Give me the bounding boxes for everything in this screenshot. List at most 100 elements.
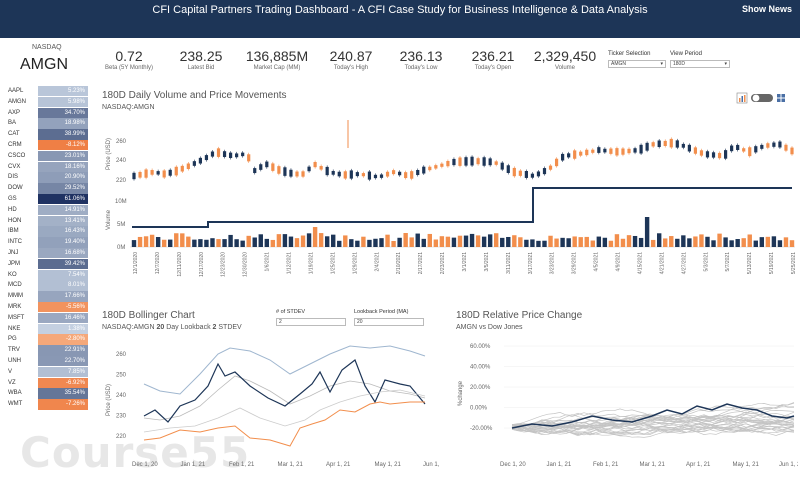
volume-bar — [572, 236, 577, 247]
volume-bar — [324, 236, 330, 247]
ticker-row[interactable]: MRK -5.56% — [4, 301, 89, 313]
candle-body — [156, 171, 160, 175]
date-label: 1/29/2021 — [352, 252, 358, 274]
ticker-row[interactable]: MSFT 16.46% — [4, 312, 89, 324]
date-label: 12/1/2020 — [133, 252, 139, 274]
date-label: 12/17/2020 — [199, 252, 205, 277]
view-period-dropdown[interactable]: 180D ▾ — [670, 60, 730, 68]
date-label: 4/27/2021 — [681, 252, 687, 274]
candle-body — [452, 158, 456, 166]
volume-bar — [349, 239, 354, 247]
candle-body — [573, 150, 577, 159]
ticker-pct-label: -8.12% — [65, 141, 85, 148]
ticker-row[interactable]: DIS 20.90% — [4, 172, 89, 183]
ticker-row[interactable]: JPM 39.42% — [4, 258, 89, 270]
ticker-row[interactable]: GS 61.06% — [4, 193, 89, 205]
candle-body — [241, 152, 245, 157]
grid-view-icon[interactable] — [777, 94, 785, 102]
date-label: 12/23/2020 — [221, 252, 227, 277]
toggle-switch-icon[interactable] — [751, 94, 773, 102]
candle-body — [512, 167, 516, 177]
relative-change-chart[interactable]: %change 60.00% 40.00% 20.00% 0.00% -20.00% D… — [452, 336, 798, 496]
volume-bar — [723, 237, 728, 247]
relative-x-tick: Feb 1, 21 — [593, 462, 619, 468]
ticker-row[interactable]: KO 7.54% — [4, 269, 89, 281]
ticker-row[interactable]: HON 13.41% — [4, 215, 89, 227]
candle-body — [367, 171, 372, 180]
ticker-pct-label: 34.70% — [64, 109, 85, 116]
ticker-row[interactable]: VZ -6.92% — [4, 377, 89, 389]
stdev-input[interactable]: 2 — [276, 318, 346, 326]
ticker-symbol-label: IBM — [8, 228, 19, 235]
volume-bar — [433, 239, 439, 247]
price-volume-chart[interactable]: Price (USD) Volume 260 240 220 10M 5M 0M… — [100, 112, 800, 302]
ticker-row[interactable]: WBA 35.54% — [4, 388, 89, 399]
ticker-row[interactable]: UNH 22.70% — [4, 355, 89, 367]
candle-body — [391, 170, 396, 175]
ticker-row[interactable]: MMM 17.66% — [4, 291, 89, 302]
candle-body — [548, 165, 553, 170]
ticker-row[interactable]: HD 14.91% — [4, 204, 89, 216]
ticker-row[interactable]: AMGN 5.98% — [4, 96, 89, 108]
candle-body — [434, 165, 438, 169]
ticker-symbol-label: UNH — [8, 357, 21, 364]
stat-label: Beta (5Y Monthly) — [105, 65, 153, 71]
bollinger-x-tick: Jun 1, 21 — [423, 462, 440, 468]
ticker-row[interactable]: AAPL 5.23% — [4, 86, 89, 97]
ticker-selection-dropdown[interactable]: AMGN ▾ — [608, 60, 666, 68]
ticker-heat-cell — [38, 280, 88, 291]
stat-market-cap: 136,885M Market Cap (MM) — [240, 48, 314, 71]
ticker-row[interactable]: CRM -8.12% — [4, 139, 89, 151]
bollinger-y-tick: 230 — [116, 414, 127, 420]
candle-body — [150, 170, 154, 175]
candle-body — [228, 152, 233, 159]
dow-component-line — [511, 414, 795, 432]
ticker-row[interactable]: IBM 16.43% — [4, 226, 89, 237]
ticker-row[interactable]: JNJ 16.68% — [4, 247, 89, 259]
ticker-row[interactable]: TRV 22.91% — [4, 345, 89, 356]
ticker-pct-label: 38.99% — [64, 131, 85, 138]
ticker-row[interactable]: AXP 34.70% — [4, 107, 89, 119]
ticker-row[interactable]: PG -2.80% — [4, 334, 89, 345]
ticker-pct-label: -6.92% — [65, 379, 85, 386]
ticker-row[interactable]: DOW 29.52% — [4, 183, 89, 194]
price-tick: 260 — [116, 139, 127, 145]
candle-body — [766, 143, 770, 148]
ticker-symbol-label: MSFT — [8, 314, 25, 321]
candle-body — [597, 147, 601, 153]
ticker-row[interactable]: INTC 19.40% — [4, 237, 89, 248]
ticker-row[interactable]: WMT -7.26% — [4, 399, 89, 410]
candlestick-series — [132, 120, 794, 182]
bar-chart-icon[interactable] — [736, 92, 748, 104]
ticker-row[interactable]: MCD 8.01% — [4, 280, 89, 291]
ticker-pct-label: 16.68% — [64, 249, 85, 256]
bollinger-chart[interactable]: Price (USD) 260 250 240 230 220 Dec 1, 20 Jan… — [100, 336, 440, 496]
volume-bar — [687, 238, 692, 247]
candle-body — [307, 166, 311, 172]
ticker-row[interactable]: V 7.85% — [4, 366, 89, 378]
ticker-row[interactable]: CAT 38.99% — [4, 129, 89, 140]
price-tick: 220 — [116, 178, 127, 184]
date-label: 5/7/2021 — [725, 252, 731, 272]
ticker-symbol-label: HD — [8, 206, 17, 213]
candle-body — [410, 171, 414, 179]
chart-toolbar — [736, 92, 785, 104]
volume-bar — [276, 234, 282, 247]
stat-label: Latest Bid — [187, 65, 215, 71]
stat-todays-high: 240.87 Today's High — [320, 48, 382, 71]
ticker-heat-cell — [38, 193, 88, 205]
volume-bar — [693, 236, 698, 247]
ticker-row[interactable]: CSCO 23.01% — [4, 150, 89, 162]
ticker-row[interactable]: NKE 1.38% — [4, 323, 89, 335]
ticker-symbol-label: CVX — [8, 163, 21, 170]
candle-body — [536, 171, 541, 177]
ticker-pct-label: 22.91% — [64, 347, 85, 354]
ticker-row[interactable]: CVX 18.16% — [4, 161, 89, 173]
candle-body — [711, 152, 716, 158]
ticker-heat-cell — [38, 388, 88, 399]
candle-body — [210, 151, 215, 157]
ticker-row[interactable]: BA 18.98% — [4, 118, 89, 129]
dow-component-line — [511, 415, 795, 430]
lookback-input[interactable]: 20 — [354, 318, 424, 326]
show-news-button[interactable]: Show News — [741, 4, 792, 14]
